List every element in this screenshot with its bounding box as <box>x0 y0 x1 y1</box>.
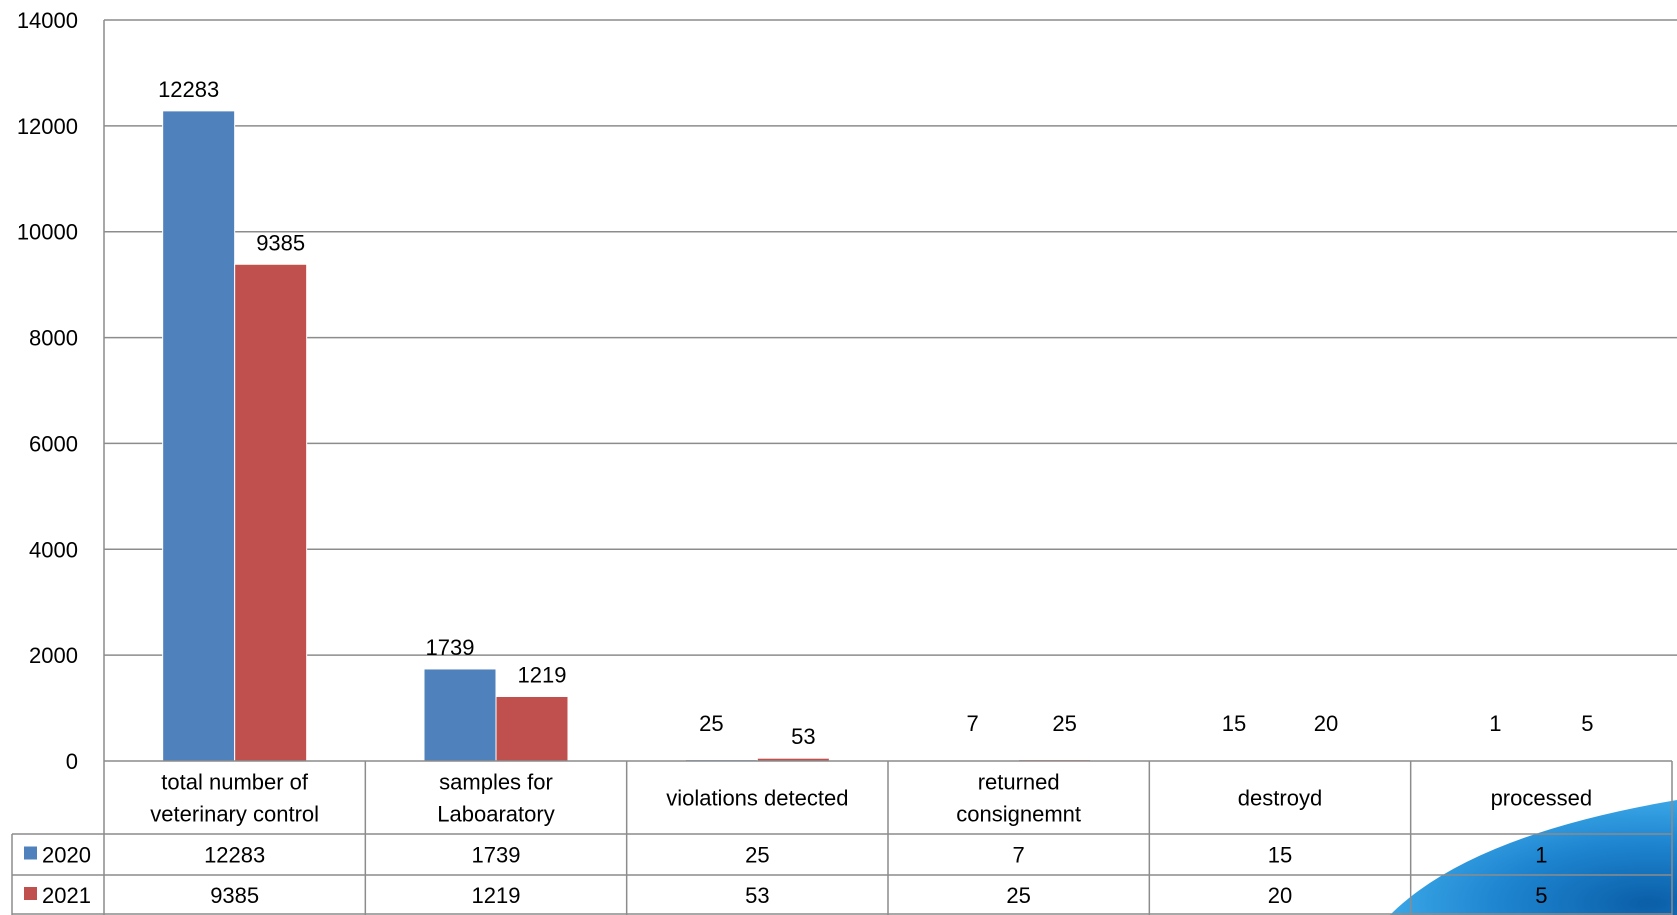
data-label: 1219 <box>518 662 567 687</box>
data-label: 20 <box>1314 711 1338 736</box>
category-label: destroyd <box>1238 786 1322 811</box>
bar-2020-0 <box>162 110 236 762</box>
data-label: 1 <box>1489 711 1501 736</box>
table-cell: 25 <box>745 843 769 868</box>
data-label: 25 <box>699 711 723 736</box>
data-label: 5 <box>1581 711 1593 736</box>
y-tick-label: 14000 <box>17 8 78 33</box>
table-cell: 5 <box>1535 883 1547 908</box>
bars <box>162 110 1614 762</box>
legend-label-2021: 2021 <box>42 883 91 908</box>
table-cell: 9385 <box>210 883 259 908</box>
category-label: returned <box>978 770 1060 795</box>
y-tick-label: 8000 <box>29 326 78 351</box>
data-label: 1739 <box>426 635 475 660</box>
table-cell: 1739 <box>472 843 521 868</box>
table-cell: 12283 <box>204 843 265 868</box>
axes: 0 2000 4000 6000 8000 10000 12000 14000 <box>17 8 105 774</box>
category-label: veterinary control <box>150 802 319 827</box>
category-label: Laboaratory <box>437 802 554 827</box>
bar-2021-1 <box>495 695 569 762</box>
y-tick-label: 4000 <box>29 537 78 562</box>
legend-swatch-2020 <box>24 846 37 860</box>
legend-label-2020: 2020 <box>42 843 91 868</box>
category-label: violations detected <box>666 786 848 811</box>
gridlines <box>104 19 1677 656</box>
data-label: 12283 <box>158 77 219 102</box>
y-tick-label: 12000 <box>17 114 78 139</box>
data-label: 53 <box>791 724 815 749</box>
table-cell: 1 <box>1535 843 1547 868</box>
y-tick-label: 10000 <box>17 220 78 245</box>
table-cell: 20 <box>1268 883 1292 908</box>
category-label: processed <box>1491 786 1593 811</box>
data-label: 15 <box>1222 711 1246 736</box>
table-cell: 53 <box>745 883 769 908</box>
table-cell: 15 <box>1268 843 1292 868</box>
table-cell: 25 <box>1006 883 1030 908</box>
table-cell: 1219 <box>472 883 521 908</box>
bar-2021-0 <box>234 263 308 762</box>
category-label: samples for <box>439 770 553 795</box>
data-table: total number of veterinary control samples… <box>11 760 1673 915</box>
data-label: 25 <box>1052 711 1076 736</box>
legend-swatch-2021 <box>24 887 37 900</box>
y-tick-label: 0 <box>66 749 78 774</box>
y-tick-label: 6000 <box>29 431 78 456</box>
data-label: 7 <box>967 711 979 736</box>
y-tick-label: 2000 <box>29 643 78 668</box>
table-cell: 7 <box>1013 843 1025 868</box>
category-label: total number of <box>161 770 309 795</box>
data-label: 9385 <box>256 230 305 255</box>
category-label: consignemnt <box>956 802 1081 827</box>
decorative-blue-arc <box>1390 800 1677 915</box>
bar-2020-1 <box>423 668 497 762</box>
